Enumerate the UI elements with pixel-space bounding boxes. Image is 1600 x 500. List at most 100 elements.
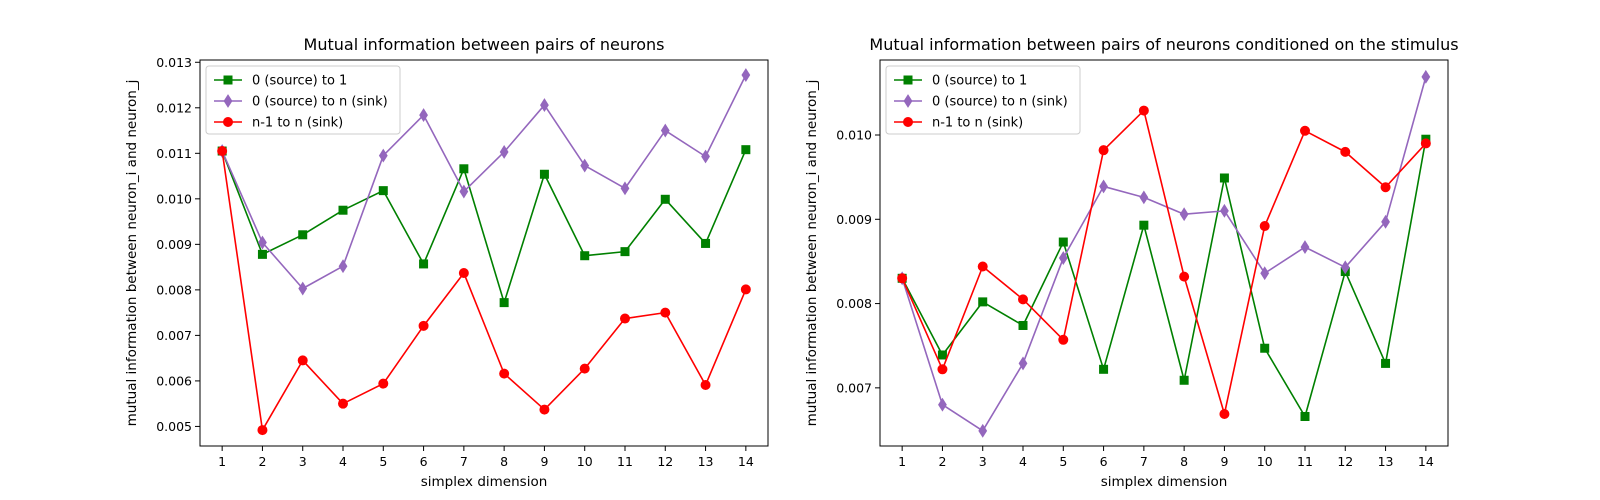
plot-frame [199, 59, 769, 447]
data-point [1138, 105, 1149, 116]
data-point [619, 313, 630, 324]
data-point [459, 184, 469, 199]
legend-marker [223, 75, 233, 85]
y-tick-label: 0.009 [156, 237, 192, 252]
x-axis-label: simplex dimension [1101, 474, 1228, 490]
data-point [1380, 182, 1391, 193]
data-point [580, 251, 590, 261]
series-line [901, 139, 1427, 418]
x-tick-label: 7 [460, 454, 468, 469]
series-1 [897, 69, 1431, 438]
data-point [1381, 358, 1391, 368]
data-point [1179, 207, 1189, 222]
series-line [901, 76, 1427, 432]
data-point [378, 148, 388, 163]
y-axis-label: mutual information between neuron_i and … [124, 80, 140, 427]
data-point [1381, 214, 1390, 229]
x-tick-label: 6 [1100, 454, 1108, 469]
data-point [338, 398, 349, 409]
data-point [458, 268, 469, 279]
data-point [620, 247, 630, 257]
y-tick-label: 0.013 [156, 55, 192, 70]
data-point [499, 368, 510, 379]
x-tick-label: 13 [698, 454, 714, 469]
x-tick-label: 8 [500, 454, 508, 469]
data-point [977, 261, 988, 272]
legend: 0 (source) to 1 0 (source) to n (sink) n-1… [885, 65, 1081, 135]
x-tick-label: 10 [577, 454, 593, 469]
x-tick-label: 3 [299, 454, 307, 469]
x-tick-label: 2 [938, 454, 946, 469]
legend-entry: n-1 to n (sink) [894, 116, 1023, 131]
data-point [1299, 125, 1310, 136]
legend-box [885, 65, 1081, 135]
x-tick-label: 7 [1140, 454, 1148, 469]
data-point [1018, 320, 1028, 330]
data-point [539, 169, 549, 179]
y-axis-label: mutual information between neuron_i and … [804, 80, 820, 427]
data-point [1099, 179, 1108, 194]
data-point [539, 404, 550, 415]
data-point [418, 320, 429, 331]
data-point [1018, 294, 1029, 305]
legend-label: 0 (source) to n (sink) [932, 95, 1068, 110]
y-tick-label: 0.007 [156, 328, 192, 343]
data-point [660, 307, 671, 318]
data-point [1340, 146, 1351, 157]
x-tick-label: 4 [1019, 454, 1027, 469]
y-tick-label: 0.005 [156, 419, 192, 434]
data-point [1058, 251, 1068, 265]
data-point [338, 205, 348, 215]
data-point [499, 145, 509, 159]
chart-conditioned: Mutual information between pairs of neur… [804, 35, 1459, 490]
x-tick-label: 11 [1297, 454, 1313, 469]
data-point [741, 68, 751, 82]
series-2 [217, 146, 751, 436]
x-tick-label: 2 [258, 454, 266, 469]
data-point [1300, 412, 1310, 422]
data-point [1018, 356, 1028, 371]
y-tick-label: 0.010 [836, 128, 872, 143]
data-point [378, 186, 388, 196]
x-tick-label: 11 [617, 454, 633, 469]
data-point [701, 238, 711, 248]
chart-title: Mutual information between pairs of neur… [304, 35, 665, 54]
data-point [741, 145, 751, 155]
data-point [660, 194, 670, 204]
data-point [579, 363, 590, 374]
data-point [1179, 375, 1189, 385]
data-point [1420, 138, 1431, 149]
data-point [937, 350, 947, 360]
data-point [217, 146, 228, 157]
chart-title: Mutual information between pairs of neur… [869, 35, 1458, 54]
x-tick-label: 14 [1418, 454, 1434, 469]
y-tick-label: 0.012 [156, 100, 192, 115]
x-tick-label: 9 [540, 454, 548, 469]
data-point [257, 249, 267, 259]
data-point [897, 273, 908, 284]
data-point [297, 355, 308, 366]
data-point [1259, 221, 1270, 232]
legend-entry: 0 (source) to 1 [214, 74, 347, 89]
series-0 [217, 145, 751, 308]
data-point [1421, 69, 1431, 84]
data-point [1219, 408, 1230, 419]
legend-marker [223, 94, 233, 108]
legend-label: n-1 to n (sink) [252, 116, 343, 131]
legend: 0 (source) to 1 0 (source) to n (sink) n-1… [205, 65, 401, 135]
data-point [298, 281, 308, 296]
legend-entry: 0 (source) to n (sink) [894, 94, 1068, 110]
y-tick-label: 0.009 [836, 212, 872, 227]
legend-entry: 0 (source) to 1 [894, 74, 1027, 89]
legend-box [205, 65, 401, 135]
data-point [978, 297, 988, 307]
legend-label: n-1 to n (sink) [932, 116, 1023, 131]
series-line [221, 149, 747, 304]
data-point [580, 158, 590, 173]
x-tick-label: 12 [657, 454, 673, 469]
x-tick-label: 6 [420, 454, 428, 469]
data-point [378, 378, 389, 389]
data-point [1098, 145, 1109, 156]
series-line [221, 74, 747, 290]
